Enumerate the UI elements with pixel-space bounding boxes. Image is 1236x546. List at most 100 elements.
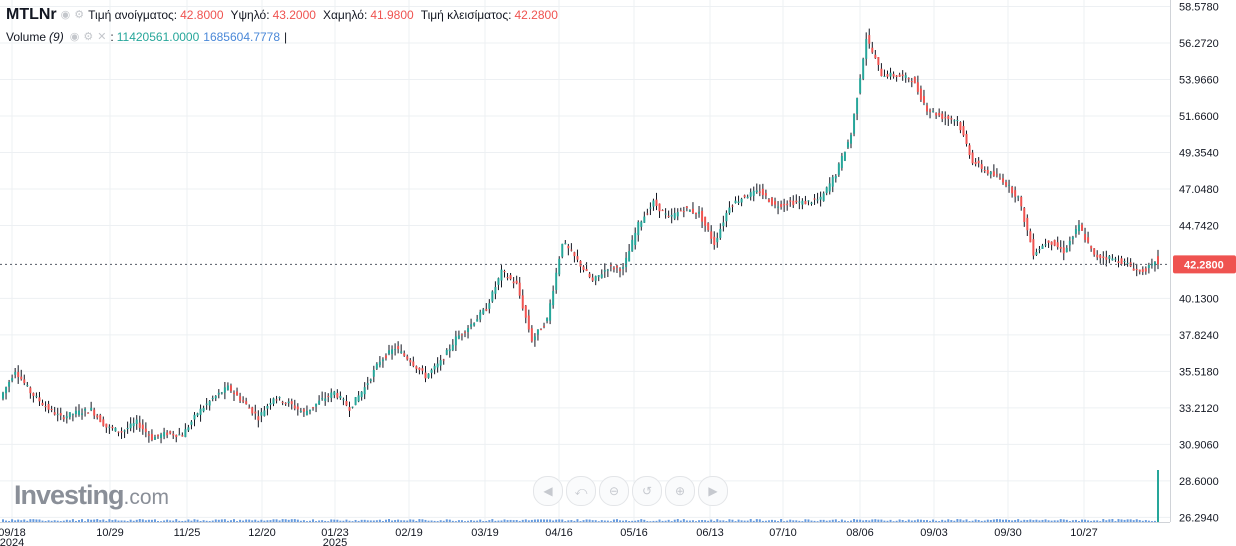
- candle-body: [944, 117, 947, 119]
- candle-body: [187, 427, 190, 431]
- candle-body: [926, 105, 928, 112]
- candle-body: [105, 423, 108, 428]
- candle-body: [533, 336, 536, 341]
- candle-body: [372, 369, 375, 377]
- candle: [1020, 195, 1023, 211]
- candle: [357, 391, 360, 403]
- candle: [181, 432, 184, 437]
- volume-bar: [87, 519, 90, 522]
- volume-bar: [479, 519, 482, 522]
- volume-bar: [1084, 519, 1087, 522]
- candle: [655, 192, 658, 211]
- volume-bar: [959, 519, 962, 522]
- candle: [482, 307, 485, 315]
- candle-body: [381, 359, 384, 362]
- candle: [65, 411, 68, 424]
- pan-left-icon[interactable]: ⤺: [566, 476, 596, 506]
- volume-bar: [795, 520, 798, 522]
- volume-bar: [56, 520, 59, 522]
- volume-row: Volume (9) ◉ ⚙ ✕ : 11420561.0000 1685604…: [6, 26, 565, 48]
- close-icon[interactable]: ✕: [97, 31, 107, 43]
- x-year-label: 2024: [0, 537, 24, 546]
- volume-bar: [853, 519, 856, 522]
- volume-bar: [308, 520, 311, 522]
- volume-bar: [746, 520, 749, 522]
- volume-bar: [935, 520, 938, 522]
- candle-body: [634, 232, 637, 245]
- candle: [603, 263, 606, 278]
- candle: [202, 405, 205, 413]
- rewind-icon[interactable]: ◀: [533, 476, 563, 506]
- volume-bar: [312, 519, 315, 522]
- zoom-in-icon[interactable]: ⊕: [665, 476, 695, 506]
- candle: [986, 166, 989, 176]
- candle: [378, 356, 381, 368]
- candle-body: [828, 183, 831, 192]
- candle: [667, 210, 670, 218]
- candle: [20, 369, 23, 381]
- volume-bar: [1153, 520, 1156, 522]
- candle: [308, 409, 311, 415]
- gear-icon[interactable]: ⚙: [83, 31, 94, 43]
- candle: [178, 427, 181, 436]
- reset-icon[interactable]: ↺: [632, 476, 662, 506]
- volume-bar: [767, 520, 770, 522]
- zoom-out-icon[interactable]: ⊖: [599, 476, 629, 506]
- volume-bar: [263, 520, 266, 522]
- candle-body: [1153, 261, 1156, 266]
- eye-icon[interactable]: ◉: [60, 9, 71, 21]
- candle: [555, 267, 558, 294]
- volume-bar: [859, 519, 862, 522]
- candle-body: [445, 350, 448, 355]
- candle-body: [521, 295, 524, 309]
- y-tick-label: 33.2120: [1179, 403, 1219, 415]
- candle-body: [770, 197, 773, 205]
- candle-body: [862, 58, 865, 79]
- candle: [108, 424, 111, 434]
- volume-bar: [688, 520, 691, 522]
- candle: [713, 231, 716, 250]
- volume-bar: [178, 520, 181, 522]
- candle-body: [615, 265, 618, 268]
- x-tick-label: 08/06: [846, 527, 874, 539]
- volume-bar: [44, 520, 47, 522]
- candle: [245, 397, 248, 405]
- candle-body: [819, 196, 822, 200]
- candle: [29, 386, 32, 399]
- volume-bar: [1129, 519, 1132, 522]
- candle: [582, 265, 585, 273]
- candle: [1047, 240, 1050, 248]
- candle-body: [1062, 247, 1065, 254]
- eye-icon[interactable]: ◉: [69, 31, 80, 43]
- candle: [312, 406, 315, 411]
- volume-bar: [527, 520, 530, 522]
- candle-body: [515, 280, 518, 284]
- volume-bar: [582, 520, 585, 522]
- candle: [716, 232, 719, 248]
- y-tick-label: 40.1300: [1179, 293, 1219, 305]
- candle: [257, 410, 260, 428]
- candle: [445, 348, 448, 356]
- volume-bar: [895, 520, 898, 522]
- candle-body: [1093, 248, 1096, 255]
- candle-body: [989, 171, 992, 175]
- candle-body: [743, 195, 746, 198]
- gear-icon[interactable]: ⚙: [74, 9, 85, 21]
- volume-bar: [211, 520, 214, 522]
- forward-icon[interactable]: ▶: [698, 476, 728, 506]
- candle-body: [342, 399, 345, 401]
- candle: [223, 382, 226, 400]
- candle: [527, 309, 530, 333]
- volume-bar: [825, 520, 828, 522]
- candle-body: [299, 410, 302, 412]
- candle-body: [90, 407, 93, 411]
- candle-body: [8, 381, 11, 387]
- candle-body: [561, 243, 564, 257]
- candle-body: [327, 395, 330, 397]
- candle-body: [135, 419, 138, 424]
- candle: [454, 330, 457, 352]
- volume-bar: [631, 520, 634, 522]
- x-tick-label: 12/20: [248, 527, 276, 539]
- candle: [1132, 262, 1135, 271]
